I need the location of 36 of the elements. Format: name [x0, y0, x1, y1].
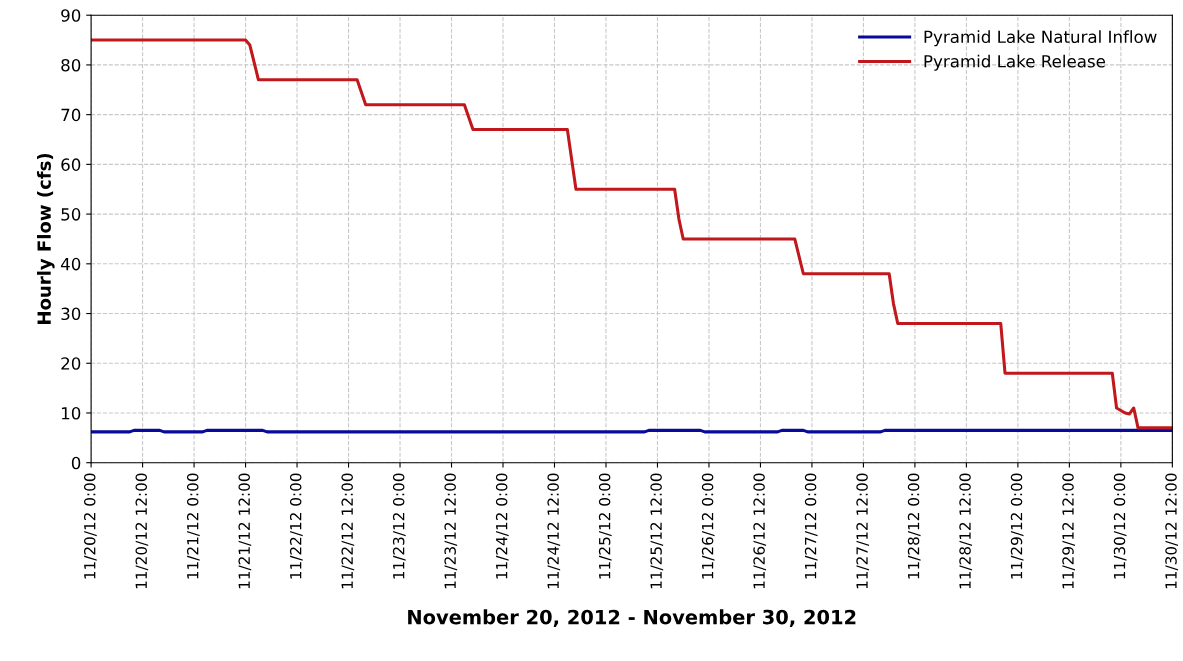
- x-tick-label: 11/30/12 0:00: [1113, 473, 1127, 579]
- x-tick-label: 11/26/12 12:00: [753, 473, 767, 589]
- y-axis-title: Hourly Flow (cfs): [36, 153, 55, 324]
- y-tick-label: 60: [61, 158, 81, 171]
- x-tick-label: 11/25/12 0:00: [598, 473, 612, 579]
- x-tick-label: 11/22/12 12:00: [341, 473, 355, 589]
- x-tick-label: 11/24/12 12:00: [547, 473, 561, 589]
- y-tick-label: 80: [61, 58, 81, 72]
- y-tick-label: 10: [61, 406, 81, 420]
- legend-label: Pyramid Lake Release: [924, 54, 1106, 71]
- x-tick-label: 11/27/12 12:00: [856, 473, 870, 589]
- x-axis-title: November 20, 2012 - November 30, 2012: [408, 609, 856, 627]
- y-tick-label: 50: [61, 208, 81, 221]
- x-tick-label: 11/26/12 0:00: [701, 473, 715, 579]
- x-tick-label: 11/20/12 0:00: [83, 473, 97, 579]
- x-tick-label: 11/29/12 12:00: [1062, 473, 1076, 589]
- x-tick-label: 11/25/12 12:00: [650, 473, 664, 589]
- y-tick-label: 90: [61, 9, 81, 22]
- x-tick-label: 11/28/12 12:00: [959, 473, 973, 589]
- x-tick-label: 11/28/12 0:00: [907, 473, 921, 579]
- x-tick-label: 11/22/12 0:00: [289, 473, 303, 579]
- x-tick-label: 11/21/12 0:00: [186, 473, 200, 579]
- y-tick-label: 20: [61, 357, 81, 370]
- x-tick-label: 11/29/12 0:00: [1010, 473, 1024, 579]
- y-tick-label: 40: [60, 257, 81, 271]
- x-tick-label: 11/21/12 12:00: [238, 473, 252, 589]
- x-tick-label: 11/23/12 12:00: [444, 473, 458, 589]
- x-tick-label: 11/23/12 0:00: [392, 473, 406, 579]
- x-tick-label: 11/30/12 12:00: [1165, 473, 1178, 589]
- x-tick-label: 11/20/12 12:00: [135, 473, 149, 589]
- x-tick-label: 11/27/12 0:00: [804, 473, 818, 579]
- y-tick-label: 30: [61, 307, 81, 321]
- y-tick-label: 0: [71, 456, 81, 470]
- legend-label: Pyramid Lake Natural Inflow: [924, 30, 1157, 47]
- y-tick-label: 70: [61, 108, 81, 122]
- x-tick-label: 11/24/12 0:00: [495, 473, 509, 579]
